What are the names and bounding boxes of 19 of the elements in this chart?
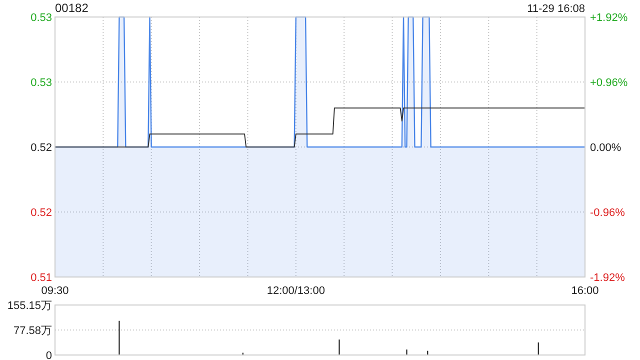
x-tick-label: 09:30 (41, 285, 69, 297)
line-series (54, 108, 586, 148)
y2-tick-label: +1.92% (590, 12, 628, 24)
x-tick-label: 16:00 (571, 285, 599, 297)
y2-tick-label: -1.92% (590, 272, 626, 284)
x-tick-label: 12:00/13:00 (266, 285, 325, 297)
y-tick-label: 0.51 (30, 272, 52, 284)
y-tick-label: 0.53 (30, 77, 52, 89)
chart-title: 00182 (55, 1, 89, 15)
y-tick-label: 0.52 (30, 207, 52, 219)
y2-tick-label: 0.00% (590, 142, 622, 154)
y-tick-label: 77.58万 (13, 325, 52, 337)
text: 11-29 16:08 (527, 3, 585, 15)
y-tick-label: 0.53 (30, 12, 52, 24)
y2-tick-label: -0.96% (590, 207, 626, 219)
y2-tick-label: +0.96% (590, 77, 628, 89)
y-tick-label: 0 (46, 350, 52, 360)
y-tick-label: 155.15万 (7, 300, 52, 312)
y-tick-label: 0.52 (30, 142, 52, 154)
